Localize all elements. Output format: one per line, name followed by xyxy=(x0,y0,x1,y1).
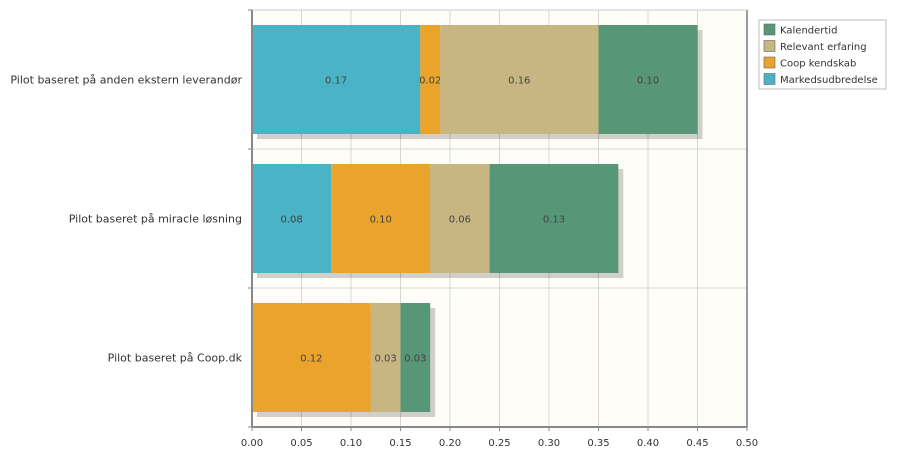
bars: 0.17 0.02 0.16 0.10 0.08 0.10 0.06 0.13 0.12 0.03… xyxy=(252,25,703,417)
legend-label: Relevant erfaring xyxy=(780,42,867,53)
bar-segment xyxy=(370,303,401,412)
x-tick-label: 0.00 xyxy=(241,438,263,449)
legend-swatch xyxy=(763,23,776,36)
bar-segment xyxy=(598,25,698,134)
data-label: 0.02 xyxy=(419,76,441,87)
data-label: 0.10 xyxy=(370,215,392,226)
legend-label: Coop kendskab xyxy=(780,59,856,70)
x-tick-label: 0.05 xyxy=(290,438,312,449)
legend-box xyxy=(758,19,887,90)
x-tick-label: 0.20 xyxy=(439,438,461,449)
category-label: Pilot baseret på anden ekstern leverandø… xyxy=(10,74,242,87)
x-tick-label: 0.50 xyxy=(736,438,758,449)
x-tick-label: 0.25 xyxy=(488,438,510,449)
bar-segment xyxy=(430,164,490,273)
x-tick-label: 0.40 xyxy=(637,438,659,449)
x-tick-labels: 0.00 0.05 0.10 0.15 0.20 0.25 0.30 0.35 0.40 0.45… xyxy=(241,438,758,449)
bar-segment xyxy=(252,303,371,412)
x-tick-label: 0.35 xyxy=(587,438,609,449)
category-label: Pilot baseret på Coop.dk xyxy=(108,352,243,365)
data-label: 0.03 xyxy=(375,354,397,365)
x-tick-label: 0.30 xyxy=(538,438,560,449)
legend-swatch xyxy=(763,56,776,69)
bar-segment xyxy=(252,25,421,134)
data-label: 0.08 xyxy=(280,215,302,226)
data-label: 0.06 xyxy=(449,215,471,226)
data-label: 0.10 xyxy=(637,76,659,87)
legend-swatch xyxy=(763,73,776,85)
bar-segment xyxy=(440,25,599,134)
legend-label: Markedsudbredelse xyxy=(780,75,878,86)
data-label: 0.13 xyxy=(543,215,565,226)
bar-segment xyxy=(489,164,619,273)
bar-segment xyxy=(331,164,431,273)
data-label: 0.17 xyxy=(325,76,347,87)
axes xyxy=(248,9,748,431)
bar-segment xyxy=(420,25,441,134)
legend-label: Kalendertid xyxy=(780,26,837,37)
data-label: 0.12 xyxy=(300,354,322,365)
bar-segment xyxy=(252,164,332,273)
category-labels: Pilot baseret på anden ekstern leverandø… xyxy=(10,74,242,365)
x-tick-label: 0.10 xyxy=(340,438,362,449)
data-label: 0.16 xyxy=(508,76,530,87)
data-label: 0.03 xyxy=(404,354,426,365)
bar-segment xyxy=(400,303,431,412)
legend-swatch xyxy=(763,40,776,52)
x-tick-label: 0.45 xyxy=(686,438,708,449)
legend: Kalendertid Relevant erfaring Coop kendska… xyxy=(758,19,887,90)
x-tick-label: 0.15 xyxy=(389,438,411,449)
category-label: Pilot baseret på miracle løsning xyxy=(69,213,242,226)
